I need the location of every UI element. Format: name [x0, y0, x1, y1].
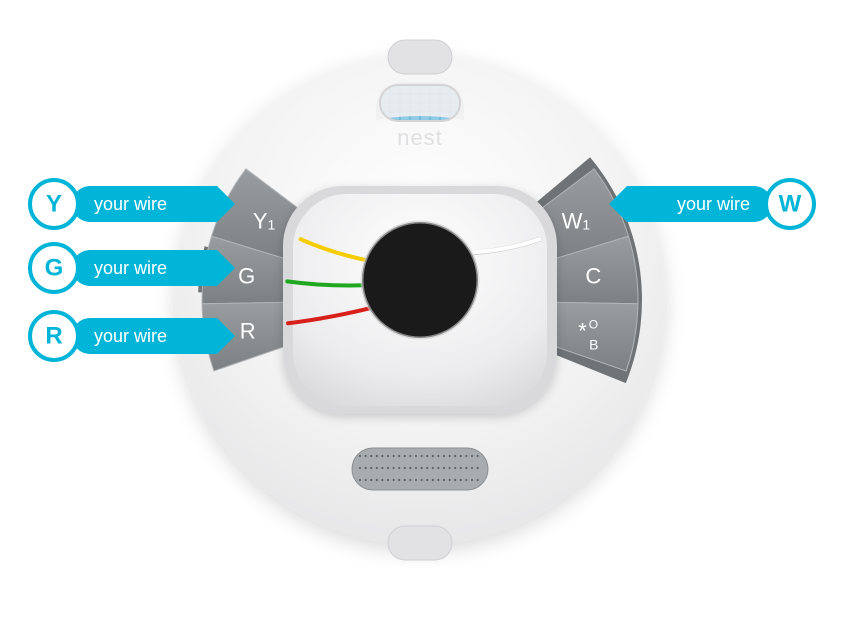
label-R: your wire R	[30, 312, 235, 360]
label-G: your wire G	[30, 244, 235, 292]
brand-logo: nest	[397, 125, 443, 150]
label-text-W: your wire	[677, 194, 750, 214]
left-label-group: your wire Yyour wire Gyour wire R	[30, 180, 235, 360]
label-W: your wire W	[609, 180, 814, 228]
terminal-label-G: G	[238, 263, 255, 288]
label-Y: your wire Y	[30, 180, 235, 228]
svg-text:W: W	[779, 191, 802, 218]
terminal-label-C: C	[585, 263, 601, 288]
thermostat-base: nest Y1GR W1C*OB	[175, 40, 665, 560]
svg-text:Y: Y	[46, 191, 62, 218]
svg-text:G: G	[45, 255, 64, 282]
label-text-G: your wire	[94, 258, 167, 278]
speaker-grill	[352, 448, 488, 490]
terminal-label-R: R	[240, 318, 256, 343]
label-text-R: your wire	[94, 326, 167, 346]
label-text-Y: your wire	[94, 194, 167, 214]
bottom-tab	[388, 526, 452, 560]
right-label-group: your wire W	[609, 180, 814, 228]
svg-text:R: R	[45, 323, 62, 350]
top-tab	[388, 40, 452, 74]
